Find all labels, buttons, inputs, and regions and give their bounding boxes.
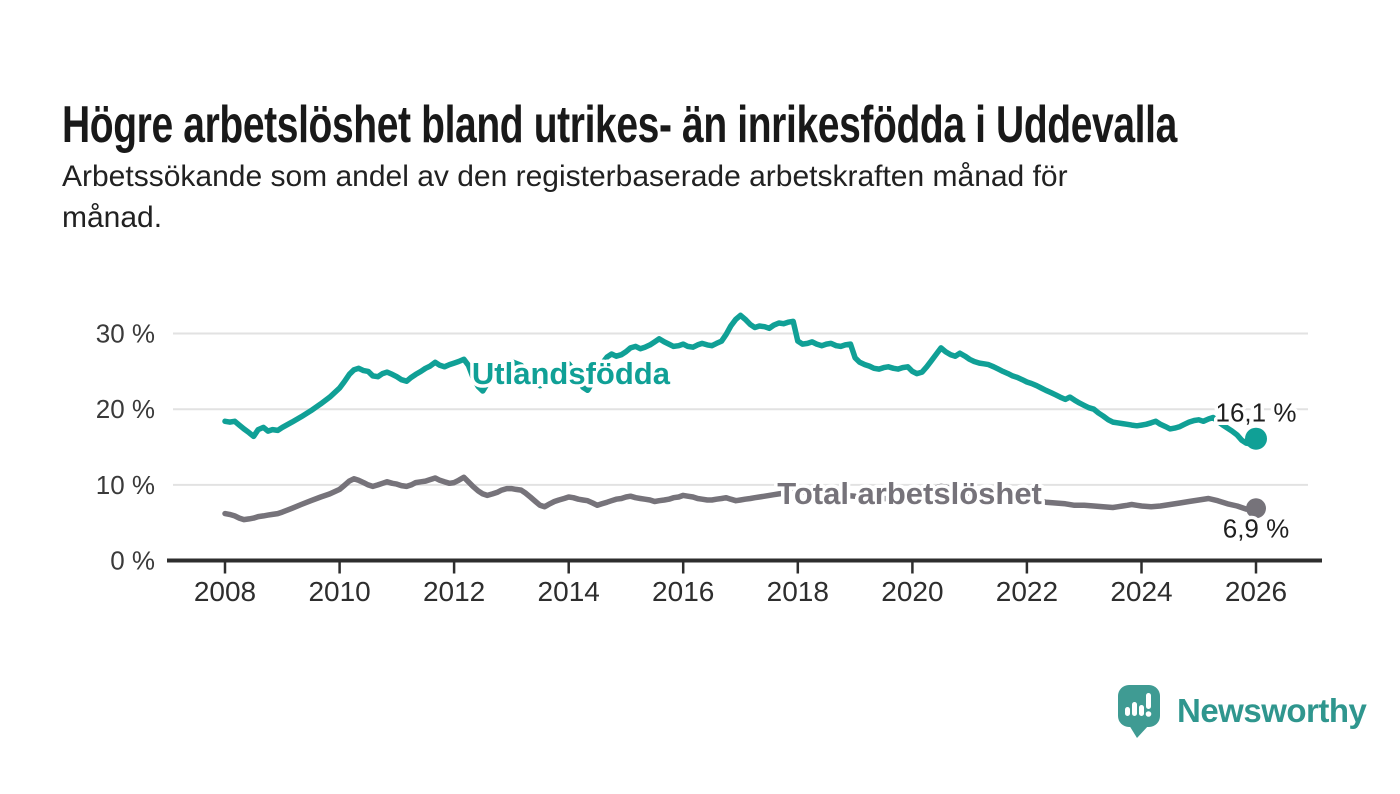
y-tick-label-0: 0 % xyxy=(110,546,155,576)
x-tick-label-2018: 2018 xyxy=(767,576,829,607)
total-arbetsloshet-series-label: Total arbetslöshet xyxy=(777,476,1042,511)
utlandsfodda-end-value-label: 16,1 % xyxy=(1216,398,1297,428)
chart-subtitle: Arbetssökande som andel av den registerb… xyxy=(62,156,1068,238)
y-tick-label-30: 30 % xyxy=(96,319,155,349)
chart-title: Högre arbetslöshet bland utrikes- än inr… xyxy=(62,95,1177,154)
total-arbetsloshet-end-value-label: 6,9 % xyxy=(1223,513,1290,543)
total-arbetsloshet-end-dot xyxy=(1246,498,1266,519)
x-tick-label-2022: 2022 xyxy=(996,576,1058,607)
brand-name: Newsworthy xyxy=(1177,692,1367,729)
utlandsfodda-series-label: Utlandsfödda xyxy=(472,356,671,391)
x-tick-label-2024: 2024 xyxy=(1110,576,1172,607)
x-tick-label-2016: 2016 xyxy=(652,576,714,607)
chart-subtitle-line-2: månad. xyxy=(62,201,163,234)
chart-subtitle-line-1: Arbetssökande som andel av den registerb… xyxy=(62,160,1068,193)
x-tick-label-2026: 2026 xyxy=(1225,576,1287,607)
utlandsfodda-line xyxy=(222,312,1259,447)
y-tick-label-20: 20 % xyxy=(96,394,155,424)
total-arbetsloshet-line xyxy=(222,474,1259,523)
utlandsfodda-end-dot xyxy=(1245,427,1267,450)
x-tick-label-2020: 2020 xyxy=(881,576,943,607)
branding: Newsworthy xyxy=(1116,684,1367,738)
exclamation-glyph xyxy=(1145,693,1152,717)
newsworthy-logo xyxy=(1118,685,1160,738)
x-tick-label-2014: 2014 xyxy=(538,576,600,607)
y-tick-label-10: 10 % xyxy=(96,470,155,500)
x-tick-label-2012: 2012 xyxy=(423,576,485,607)
bar-chart-glyph xyxy=(1125,702,1144,716)
x-tick-label-2010: 2010 xyxy=(308,576,370,607)
x-tick-label-2008: 2008 xyxy=(194,576,256,607)
